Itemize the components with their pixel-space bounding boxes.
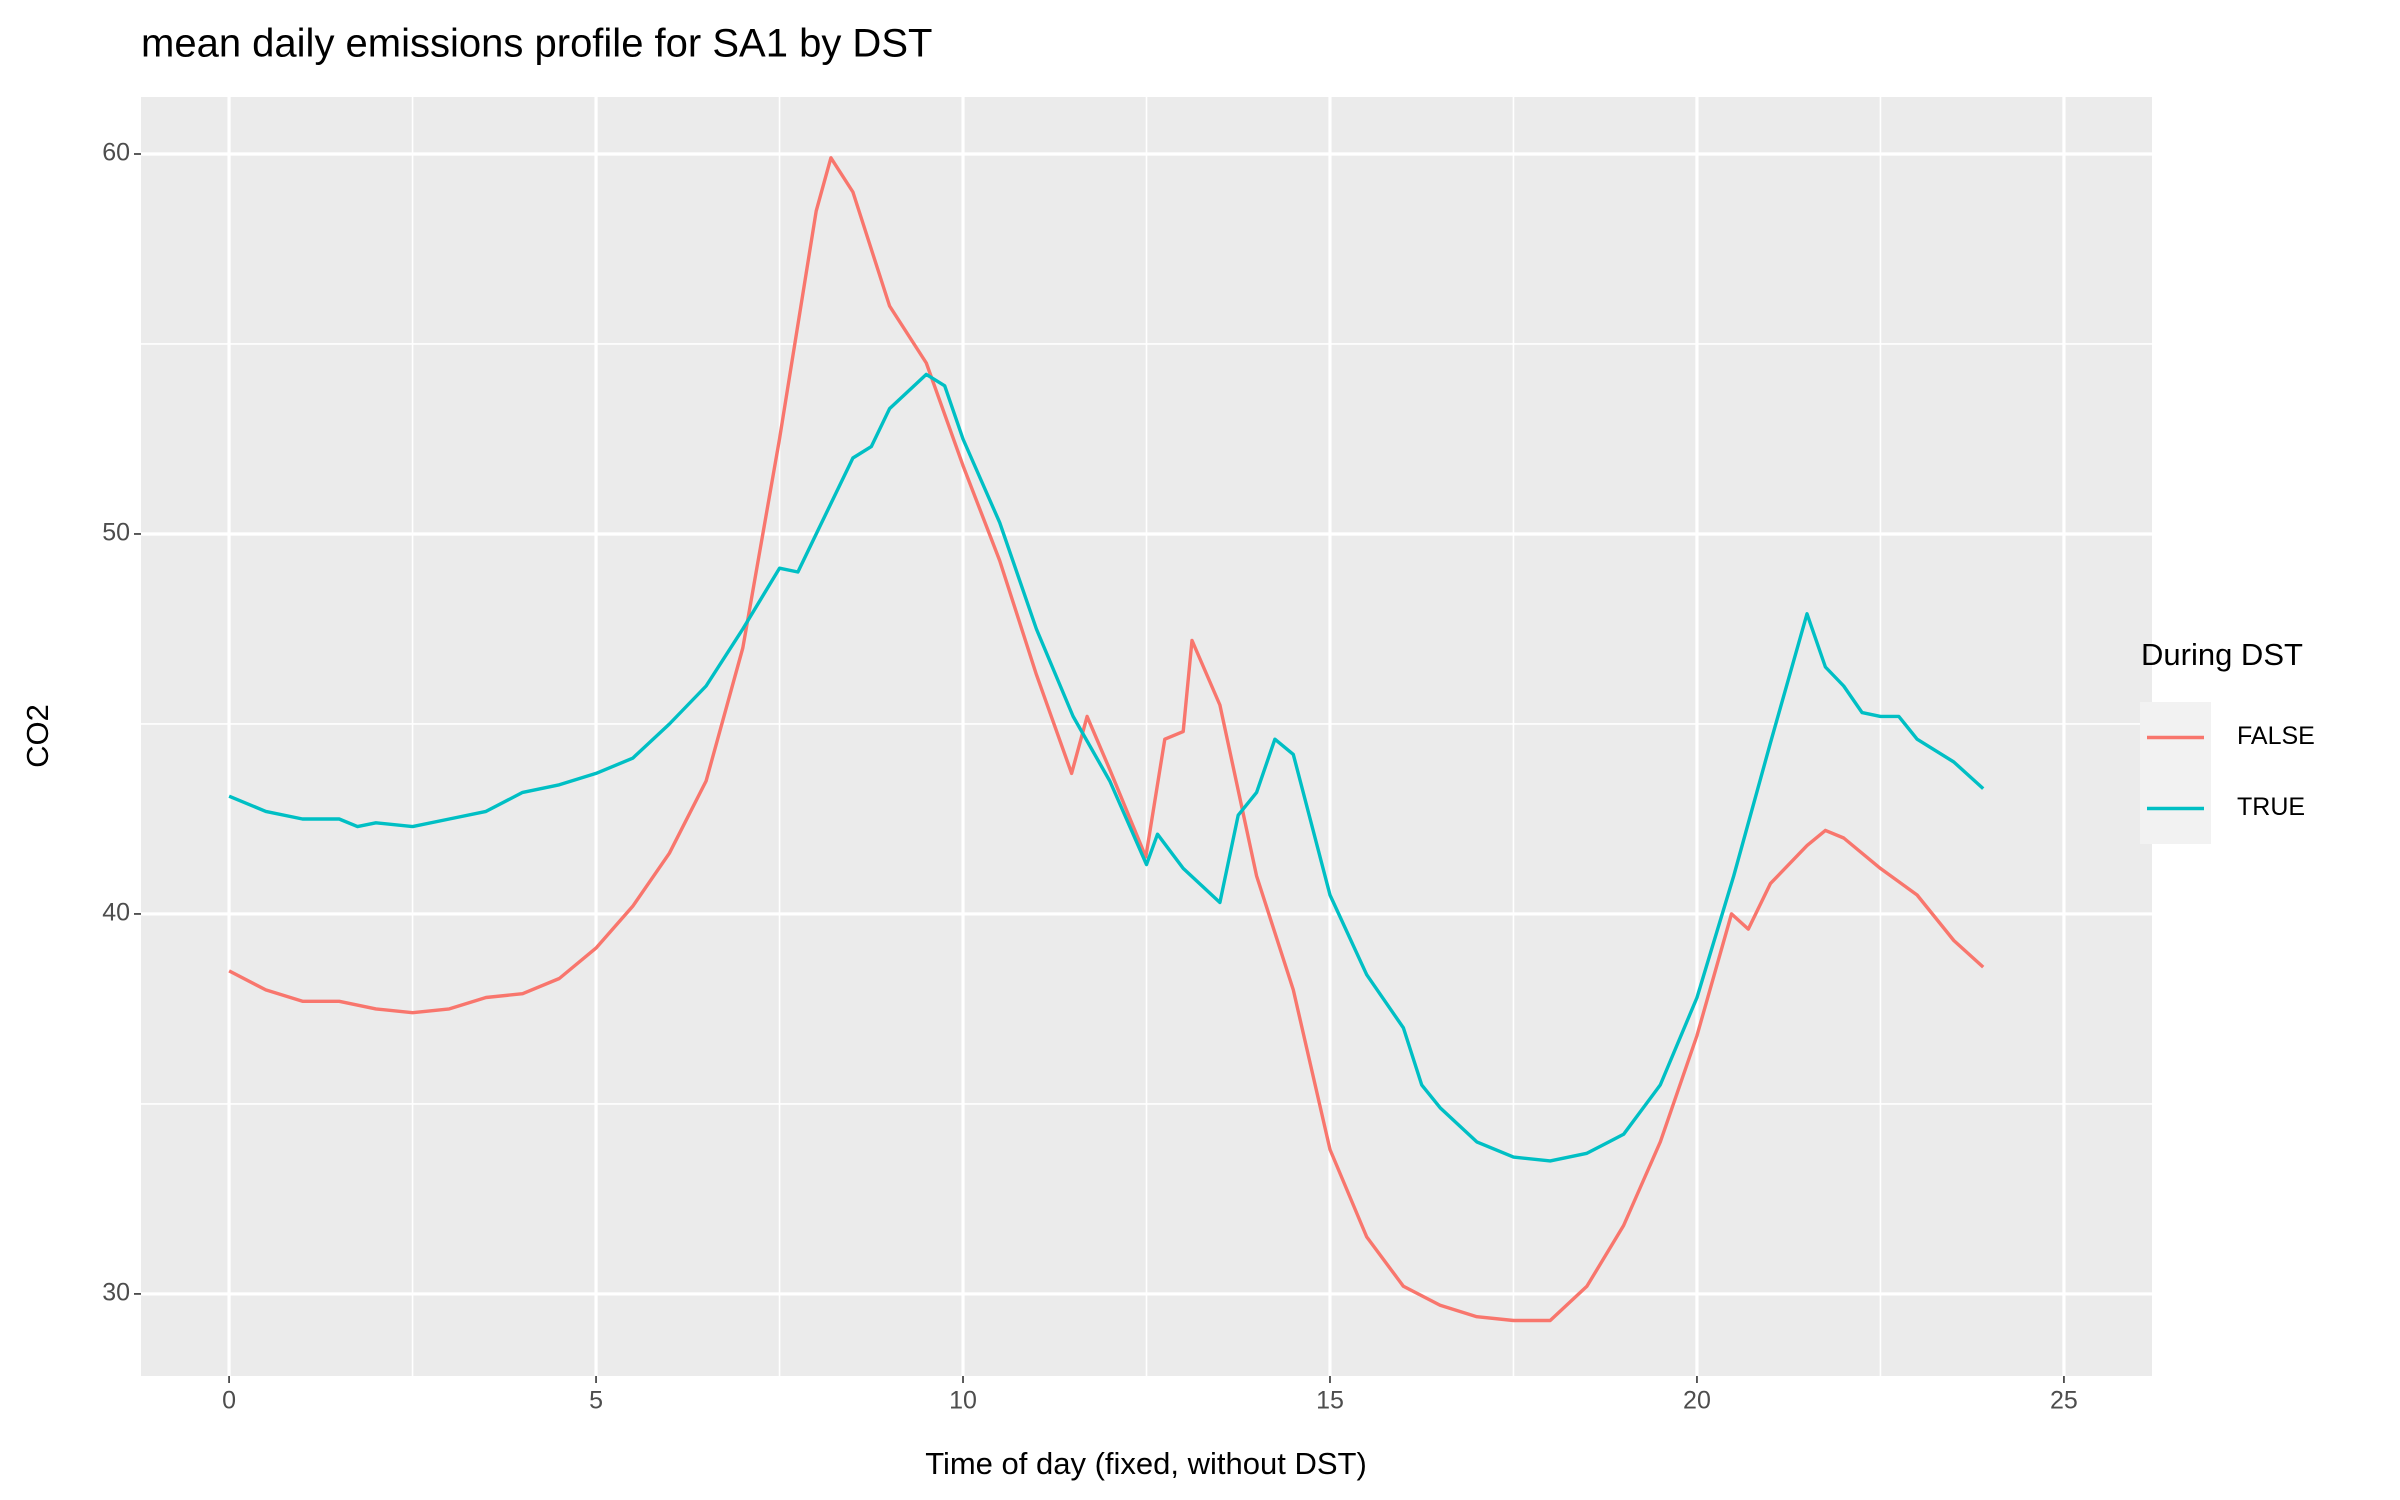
legend-label: TRUE xyxy=(2237,793,2305,821)
x-tick-label: 20 xyxy=(1683,1387,1711,1415)
chart-title: mean daily emissions profile for SA1 by … xyxy=(141,22,932,66)
grid: 0 5 10 15 20 25 30 40 50 60 xyxy=(102,97,2152,1415)
series-line xyxy=(228,372,1985,1163)
x-tick-label: 15 xyxy=(1316,1387,1344,1415)
x-tick-label: 25 xyxy=(2050,1387,2078,1415)
y-tick-label: 40 xyxy=(102,899,130,927)
y-tick-label: 30 xyxy=(102,1279,130,1307)
legend: During DST FALSE TRUE xyxy=(2140,637,2315,844)
y-tick-label: 50 xyxy=(102,519,130,547)
legend-key-background xyxy=(2140,702,2211,844)
series-line xyxy=(228,156,1985,1323)
legend-label: FALSE xyxy=(2237,722,2315,750)
y-tick-label: 60 xyxy=(102,139,130,167)
x-tick-label: 0 xyxy=(222,1387,236,1415)
plot-lines xyxy=(228,156,1985,1323)
y-axis-title: CO2 xyxy=(20,704,55,768)
x-tick-label: 5 xyxy=(589,1387,603,1415)
x-axis-title: Time of day (fixed, without DST) xyxy=(925,1446,1367,1481)
x-tick-label: 10 xyxy=(949,1387,977,1415)
legend-title: During DST xyxy=(2141,637,2303,672)
